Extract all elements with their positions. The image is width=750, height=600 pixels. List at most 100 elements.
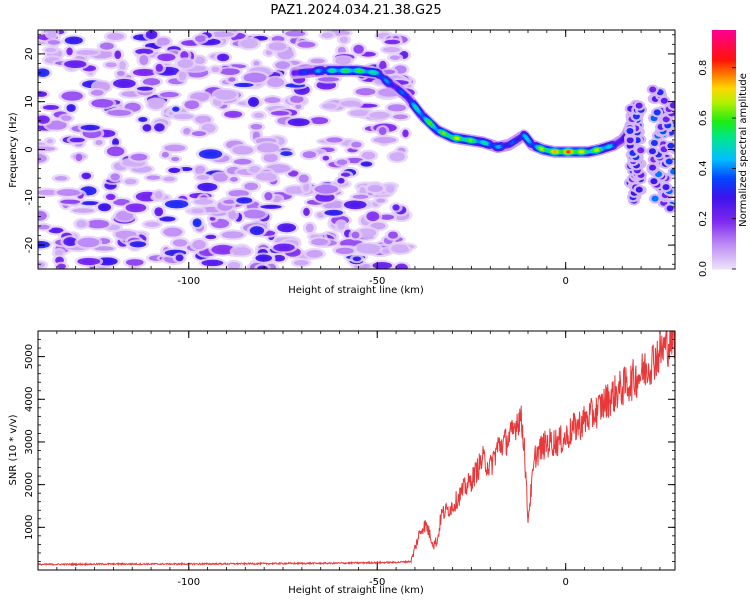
spectrogram-noise-blob [211, 66, 220, 73]
colorbar-band [712, 247, 736, 250]
colorbar-band [712, 231, 736, 234]
spectrogram-noise-core [328, 211, 339, 215]
spectrogram-noise-core [100, 259, 113, 264]
snr-y-tick-label: 5000 [24, 344, 35, 369]
spectrogram-noise-blob [171, 156, 180, 162]
spectrogram-noise-core [68, 105, 74, 111]
spectrogram-noise-core [275, 256, 283, 261]
snr-y-tick-label: 1000 [24, 515, 35, 540]
spectrogram-x-tick-label: -100 [177, 276, 200, 287]
spectrogram-noise-blob [213, 173, 229, 182]
spectrogram-noise-core [157, 65, 162, 70]
snr-x-tick-label: 0 [563, 577, 569, 588]
spectrogram-noise-blob [355, 88, 376, 96]
spectrogram-right-blob [650, 140, 658, 147]
colorbar-band [712, 113, 736, 117]
spectrogram-noise-core [162, 217, 172, 221]
colorbar-band [712, 61, 736, 65]
spectrogram-noise-blob [195, 115, 212, 124]
spectrogram-noise-core [363, 52, 373, 56]
spectrogram-noise-blob [76, 220, 87, 228]
spectrogram-noise-blob [193, 199, 214, 205]
colorbar-band [712, 175, 736, 178]
spectrogram-noise-blob [389, 55, 401, 60]
snr-panel: -100 -50 0 1000 2000 3000 4000 5000 Height of s… [8, 330, 676, 596]
spectrogram-noise-blob [349, 109, 370, 117]
colorbar-band [712, 161, 736, 165]
snr-y-tick-label: 2000 [24, 472, 35, 497]
snr-x-tick-label: -100 [177, 577, 200, 588]
spectrogram-y-tick-label: 0 [24, 146, 35, 152]
spectrogram-noise-core [69, 61, 82, 67]
spectrogram-y-axis-label: Frequency (Hz) [8, 112, 19, 188]
spectrogram-noise-core [342, 173, 349, 176]
spectrogram-noise-core [115, 52, 120, 58]
spectrogram-right-blob [635, 186, 643, 193]
spectrogram-noise-core [156, 209, 162, 215]
colorbar-band [712, 59, 736, 63]
spectrogram-noise-core [84, 202, 95, 205]
colorbar-band [712, 185, 736, 188]
spectrogram-noise-blob [125, 259, 144, 266]
spectrogram-noise-blob [387, 104, 406, 112]
spectrogram-noise-blob [314, 184, 339, 194]
spectrogram-noise-blob [61, 115, 72, 121]
colorbar-band [712, 157, 736, 161]
colorbar-band [712, 259, 736, 262]
spectrogram-noise-blob [116, 71, 125, 77]
spectrogram-noise-core [140, 118, 146, 121]
colorbar-band [712, 137, 736, 141]
spectrogram-noise-blob [232, 247, 252, 256]
spectrogram-noise-blob [191, 208, 204, 214]
colorbar-band [712, 151, 736, 155]
spectrogram-noise-blob [306, 249, 323, 258]
spectrogram-noise-core [100, 205, 109, 210]
spectrogram-noise-core [170, 201, 184, 207]
colorbar-band [712, 95, 736, 99]
spectrogram-noise-blob [295, 104, 302, 110]
spectrogram-noise-blob [75, 153, 83, 162]
spectrogram-noise-blob [391, 244, 409, 253]
spectrogram-noise-blob [275, 61, 290, 69]
spectrogram-ridge [289, 64, 635, 158]
spectrogram-noise-core [68, 38, 79, 43]
spectrogram-noise-blob [144, 221, 160, 227]
colorbar-band [712, 227, 736, 230]
colorbar-tick-label: 0.6 [698, 110, 709, 126]
spectrogram-noise-core [252, 228, 261, 234]
spectrogram-noise-core [173, 107, 178, 111]
spectrogram-noise-blob [228, 209, 236, 220]
spectrogram-noise-blob [305, 223, 314, 233]
spectrogram-noise-core [398, 265, 406, 269]
spectrogram-noise-blob [94, 246, 114, 251]
spectrogram-noise-blob [223, 199, 236, 204]
spectrogram-noise-blob [310, 58, 325, 64]
spectrogram-noise-core [130, 205, 142, 211]
spectrogram-noise-blob [164, 144, 186, 152]
colorbar-band [712, 71, 736, 75]
spectrogram-noise-core [283, 152, 290, 155]
colorbar-band [712, 93, 736, 97]
spectrogram-noise-blob [370, 222, 386, 230]
colorbar-band [712, 121, 736, 125]
colorbar-band [712, 261, 736, 264]
colorbar-band [712, 203, 736, 206]
spectrogram-noise-core [39, 117, 47, 122]
spectrogram-noise-core [82, 259, 95, 264]
colorbar-band [712, 209, 736, 212]
spectrogram-noise-core [278, 245, 290, 250]
colorbar-band [712, 257, 736, 260]
spectrogram-noise-core [59, 264, 64, 268]
colorbar-band [712, 255, 736, 258]
spectrogram-noise-blob [107, 109, 132, 116]
spectrogram-noise-core [170, 168, 178, 172]
spectrogram-noise-core [133, 242, 143, 246]
spectrogram-right-features [623, 84, 675, 214]
colorbar-band [712, 147, 736, 151]
spectrogram-noise-blob [285, 30, 306, 37]
colorbar-band [712, 225, 736, 228]
colorbar-band [712, 103, 736, 107]
colorbar-band [712, 81, 736, 85]
spectrogram-noise-blob [95, 140, 103, 145]
